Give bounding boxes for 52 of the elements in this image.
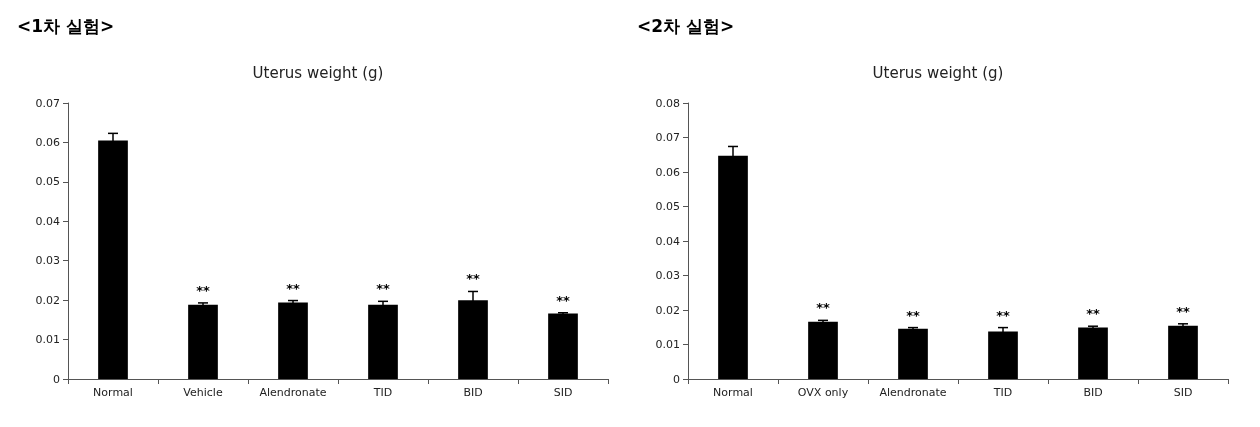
data-label: **	[996, 307, 1010, 323]
bar	[188, 304, 218, 379]
y-tick-label: 0.01	[655, 338, 680, 351]
data-label: **	[816, 300, 830, 316]
bar	[368, 304, 398, 379]
y-tick-label: 0	[53, 372, 60, 386]
x-tick-label: SID	[1173, 386, 1193, 399]
y-tick-label: 0.03	[655, 269, 680, 282]
x-tick-label: SID	[553, 386, 573, 399]
data-label: **	[1176, 303, 1190, 319]
y-tick-label: 0.03	[35, 254, 60, 268]
y-tick-label: 0.08	[655, 96, 680, 110]
data-label: **	[906, 307, 920, 323]
x-tick-label: BID	[463, 386, 483, 399]
bar	[808, 321, 838, 379]
bar	[1078, 327, 1108, 379]
y-tick-label: 0.02	[655, 303, 680, 317]
y-tick-label: 0.05	[655, 200, 680, 213]
data-label: **	[466, 271, 480, 287]
x-tick-label: Vehicle	[183, 386, 223, 399]
x-tick-label: Normal	[93, 386, 133, 399]
y-tick-label: 0.02	[35, 293, 60, 307]
x-tick-label: BID	[1083, 386, 1103, 399]
bar	[548, 313, 578, 379]
x-tick-label: Alendronate	[259, 386, 327, 399]
x-tick-label: TID	[372, 386, 393, 399]
x-tick-label: TID	[992, 386, 1013, 399]
y-tick-label: 0.05	[35, 175, 60, 189]
data-label: **	[196, 282, 210, 298]
bar	[898, 328, 928, 379]
x-tick-label: OVX only	[797, 386, 849, 399]
y-tick-label: 0	[673, 372, 680, 386]
y-tick-label: 0.06	[655, 165, 680, 179]
bar	[278, 302, 308, 379]
y-tick-label: 0.07	[655, 131, 680, 144]
data-label: **	[1086, 306, 1100, 322]
x-tick-label: Alendronate	[879, 386, 947, 399]
bar	[988, 331, 1018, 379]
data-label: **	[376, 281, 390, 297]
bar	[1168, 325, 1198, 379]
data-label: **	[286, 280, 300, 296]
y-tick-label: 0.04	[35, 214, 60, 228]
x-tick-label: Normal	[713, 386, 753, 399]
y-tick-label: 0.07	[35, 96, 60, 110]
chart-subtitle: Uterus weight (g)	[872, 63, 1004, 82]
chart-title: <2차 실험>	[637, 15, 735, 36]
chart-title: <1차 실험>	[17, 15, 115, 36]
y-tick-label: 0.01	[35, 333, 60, 347]
chart-subtitle: Uterus weight (g)	[252, 63, 384, 82]
data-label: **	[556, 292, 570, 308]
y-tick-label: 0.06	[35, 135, 60, 149]
y-tick-label: 0.04	[655, 234, 680, 248]
